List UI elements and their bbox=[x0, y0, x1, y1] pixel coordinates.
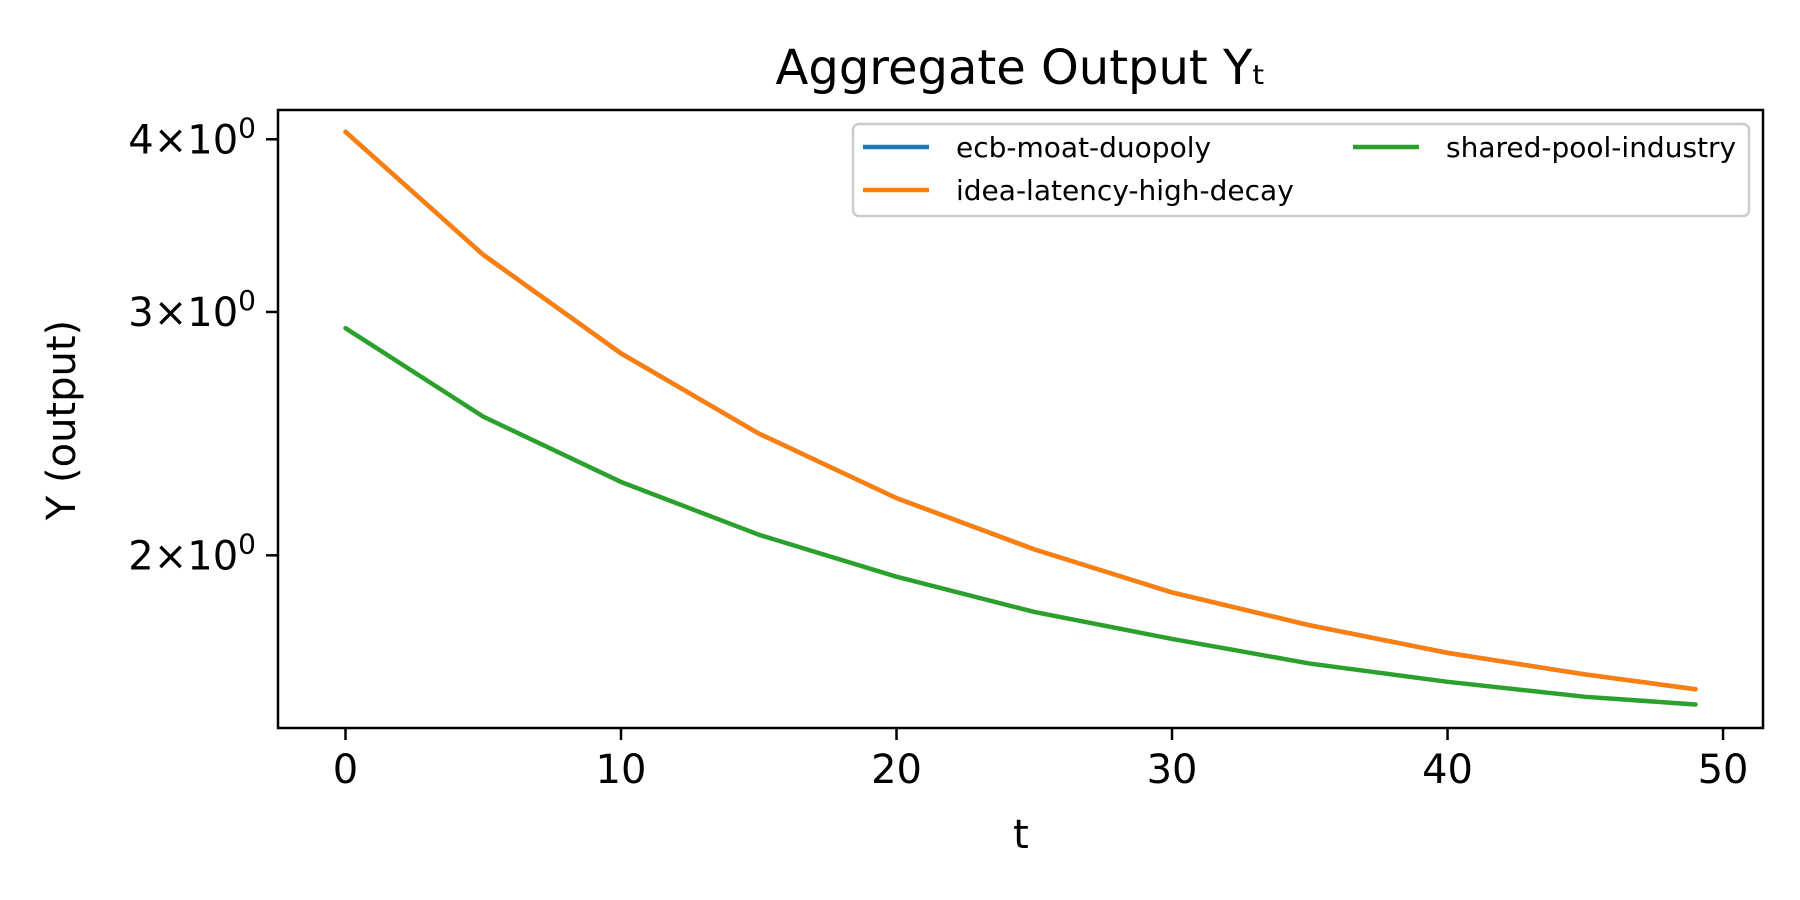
x-axis-label: t bbox=[1013, 812, 1029, 858]
plot-frame bbox=[276, 108, 1765, 730]
y-tick-label: 4×100 bbox=[128, 111, 256, 163]
legend-label-ecb-moat-duopoly: ecb-moat-duopoly bbox=[956, 131, 1211, 164]
legend-label-shared-pool-industry: shared-pool-industry bbox=[1446, 131, 1736, 164]
legend: ecb-moat-duopoly idea-latency-high-decay s… bbox=[851, 122, 1751, 218]
y-axis-label: Y (output) bbox=[39, 320, 85, 521]
x-tick-label: 50 bbox=[1698, 747, 1749, 793]
y-tick-label: 2×100 bbox=[128, 527, 256, 579]
y-tick-label: 3×100 bbox=[128, 284, 256, 336]
series-layer bbox=[343, 129, 1698, 707]
legend-label-idea-latency-high-decay: idea-latency-high-decay bbox=[956, 174, 1294, 207]
series-line-idea-latency-high-decay bbox=[343, 129, 1698, 692]
x-tick-label: 0 bbox=[333, 747, 358, 793]
x-tick-label: 20 bbox=[871, 747, 922, 793]
x-axis-ticks: 0 10 20 30 40 50 bbox=[333, 728, 1749, 793]
x-tick-label: 10 bbox=[596, 747, 647, 793]
series-line-shared-pool-industry bbox=[343, 325, 1698, 707]
x-tick-label: 30 bbox=[1147, 747, 1198, 793]
y-axis-ticks: 2×100 3×100 4×100 bbox=[128, 111, 278, 579]
x-tick-label: 40 bbox=[1422, 747, 1473, 793]
chart-title: Aggregate Output Yₜ bbox=[776, 40, 1267, 96]
legend-box bbox=[851, 122, 1751, 218]
